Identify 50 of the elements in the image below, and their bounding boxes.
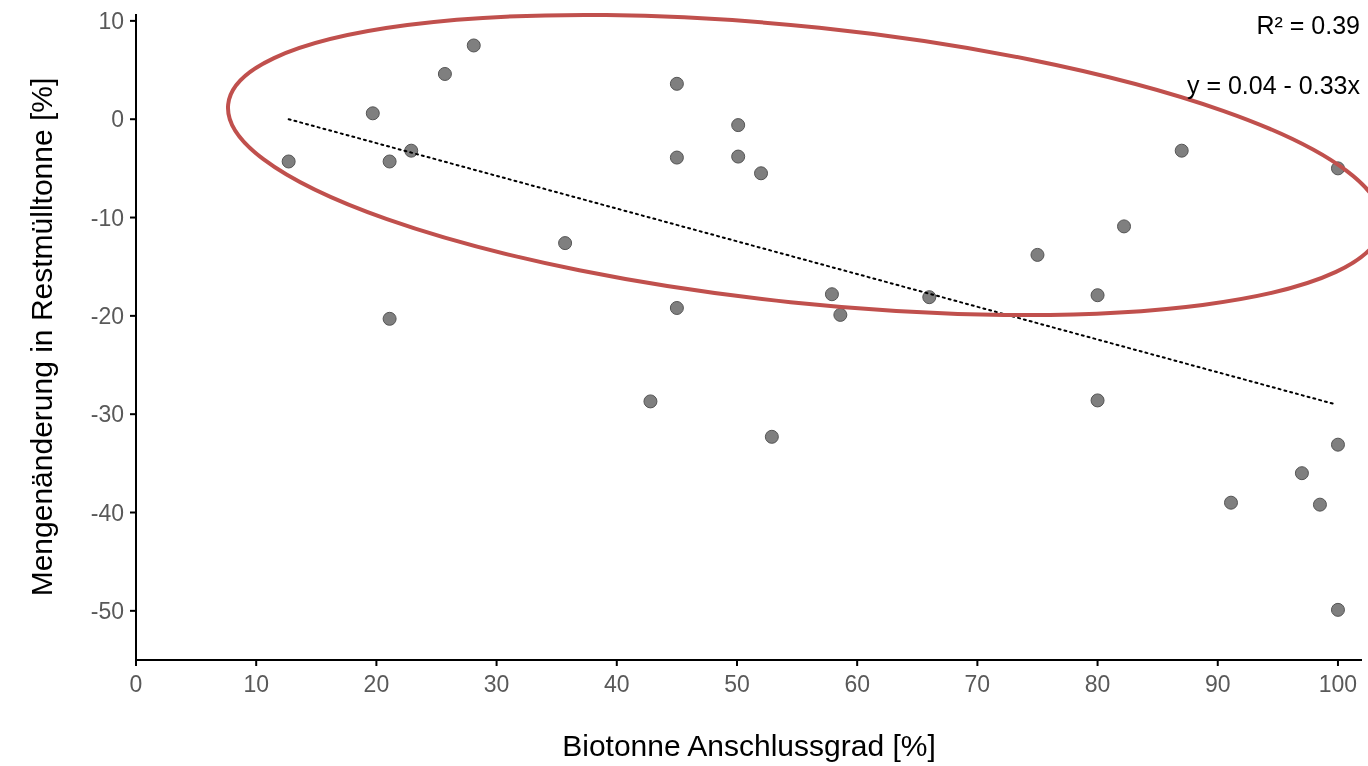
y-tick-label: 10 xyxy=(98,7,124,34)
point xyxy=(669,300,684,315)
y-tick-label: -20 xyxy=(90,302,124,329)
y-tick-label: -10 xyxy=(90,204,124,231)
x-axis-title: Biotonne Anschlussgrad [%] xyxy=(562,729,936,762)
y-tick-label: 0 xyxy=(111,106,124,133)
x-tick-label: 30 xyxy=(483,671,510,697)
point xyxy=(643,394,658,409)
x-tick-label: 60 xyxy=(844,671,870,697)
point xyxy=(731,149,746,164)
annotation: y = 0.04 - 0.33x xyxy=(1186,71,1361,99)
point xyxy=(833,307,848,322)
point xyxy=(1312,497,1327,512)
point xyxy=(558,236,573,251)
point xyxy=(1090,393,1105,408)
y-axis-title: Mengenänderung in Restmülltonne [%] xyxy=(25,77,58,597)
x-tick-label: 40 xyxy=(603,671,630,697)
annotation: R² = 0.39 xyxy=(1256,11,1360,39)
x-tick-label: 50 xyxy=(724,671,750,697)
point xyxy=(731,118,746,133)
point xyxy=(824,287,839,302)
point xyxy=(669,150,684,165)
point xyxy=(1223,495,1238,510)
y-tick-label: -50 xyxy=(90,597,124,624)
point xyxy=(754,166,769,181)
point xyxy=(922,290,937,305)
y-tick-label: -30 xyxy=(90,401,124,428)
point xyxy=(382,311,397,326)
point xyxy=(1174,143,1189,158)
point xyxy=(1117,219,1132,234)
point xyxy=(1330,602,1345,617)
point xyxy=(1294,466,1309,481)
x-tick-label: 100 xyxy=(1318,671,1358,697)
y-tick-label: -40 xyxy=(90,499,124,526)
x-tick-label: 70 xyxy=(964,671,991,697)
x-tick-label: 90 xyxy=(1204,671,1231,697)
point xyxy=(437,66,452,81)
point xyxy=(1030,247,1045,262)
x-tick-label: 0 xyxy=(129,671,143,697)
x-tick-label: 10 xyxy=(243,671,269,697)
x-tick-label: 20 xyxy=(363,671,390,697)
point xyxy=(365,106,380,121)
point xyxy=(281,154,296,169)
point xyxy=(382,154,397,169)
point xyxy=(669,76,684,91)
x-tick-label: 80 xyxy=(1084,671,1111,697)
point xyxy=(466,38,481,53)
point xyxy=(1090,288,1105,303)
point xyxy=(764,429,779,444)
point xyxy=(1330,437,1345,452)
